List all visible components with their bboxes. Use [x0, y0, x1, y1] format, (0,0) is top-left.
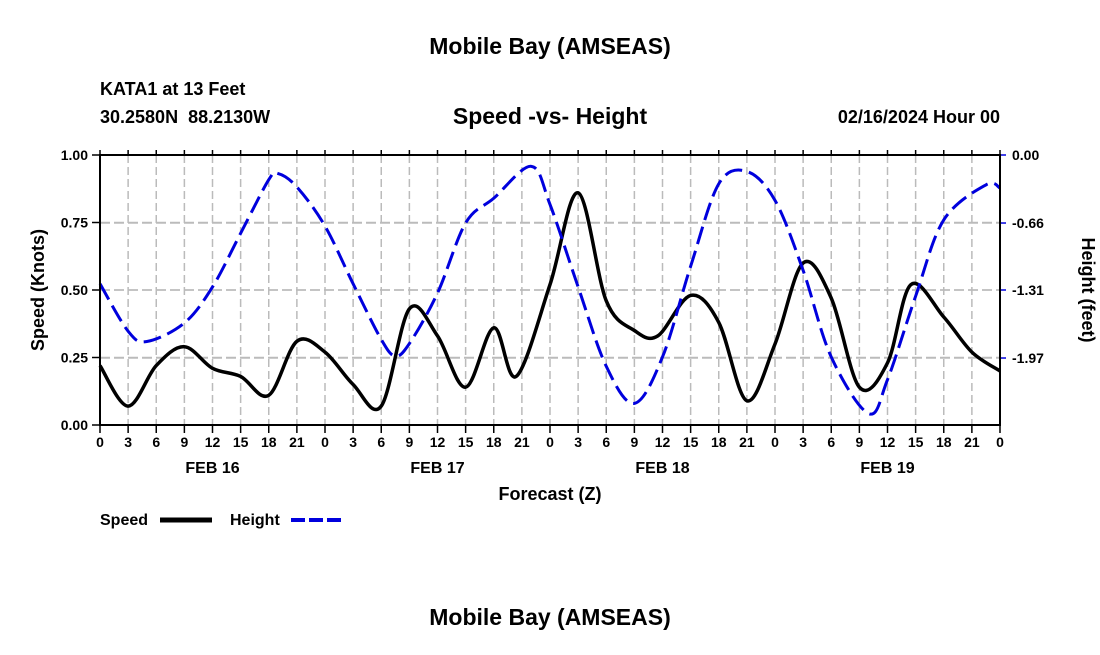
x-tick-label: 21	[964, 434, 980, 450]
x-tick-label: 3	[349, 434, 357, 450]
x-tick-label: 12	[655, 434, 671, 450]
x-tick-label: 9	[405, 434, 413, 450]
x-tick-label: 6	[152, 434, 160, 450]
x-tick-label: 21	[739, 434, 755, 450]
x-tick-label: 18	[486, 434, 502, 450]
x-tick-label: 9	[630, 434, 638, 450]
x-tick-label: 15	[458, 434, 474, 450]
x-tick-label: 3	[799, 434, 807, 450]
legend-speed-label: Speed	[100, 512, 148, 529]
plot-frame	[99, 154, 1001, 426]
chart-subtitle: Speed -vs- Height	[453, 103, 648, 129]
y-tick-label: 1.00	[61, 147, 88, 163]
y2-tick-label: -1.97	[1012, 350, 1044, 366]
y-tick-label: 0.25	[61, 350, 88, 366]
station-label: KATA1 at 13 Feet	[100, 79, 245, 99]
date-label: 02/16/2024 Hour 00	[838, 107, 1000, 127]
legend: Speed Height	[100, 512, 343, 529]
x-tick-label: 3	[574, 434, 582, 450]
x-tick-label: 21	[289, 434, 305, 450]
y-tick-label: 0.00	[61, 417, 88, 433]
y2-axis-label: Height (feet)	[1078, 238, 1098, 343]
x-tick-label: 0	[996, 434, 1004, 450]
series-line-speed	[98, 191, 1001, 412]
x-tick-label: 15	[908, 434, 924, 450]
x-tick-label: 18	[936, 434, 952, 450]
x-tick-label: 0	[96, 434, 104, 450]
x-tick-label: 12	[205, 434, 221, 450]
legend-height-label: Height	[230, 512, 280, 529]
footer-title: Mobile Bay (AMSEAS)	[429, 604, 671, 630]
x-tick-label: 12	[880, 434, 896, 450]
x-tick-label: 0	[546, 434, 554, 450]
x-tick-label: 18	[261, 434, 277, 450]
x-tick-label: 0	[321, 434, 329, 450]
x-tick-label: 21	[514, 434, 530, 450]
x-tick-label: 6	[377, 434, 385, 450]
day-label: FEB 19	[860, 460, 914, 477]
series-line-height	[98, 164, 1001, 416]
x-tick-label: 6	[602, 434, 610, 450]
x-tick-label: 15	[233, 434, 249, 450]
x-tick-label: 15	[683, 434, 699, 450]
x-tick-label: 9	[855, 434, 863, 450]
x-tick-label: 9	[180, 434, 188, 450]
x-tick-label: 12	[430, 434, 446, 450]
coords-label: 30.2580N 88.2130W	[100, 107, 270, 127]
x-tick-label: 18	[711, 434, 727, 450]
y2-tick-label: 0.00	[1012, 147, 1039, 163]
x-tick-label: 6	[827, 434, 835, 450]
x-tick-label: 0	[771, 434, 779, 450]
y-tick-label: 0.75	[61, 215, 88, 231]
day-label: FEB 16	[185, 460, 239, 477]
x-axis-label: Forecast (Z)	[498, 484, 601, 504]
day-label: FEB 18	[635, 460, 689, 477]
x-tick-label: 3	[124, 434, 132, 450]
main-title: Mobile Bay (AMSEAS)	[429, 33, 671, 59]
y-tick-label: 0.50	[61, 282, 88, 298]
y2-tick-label: -0.66	[1012, 215, 1044, 231]
day-label: FEB 17	[410, 460, 464, 477]
y-axis-label: Speed (Knots)	[28, 229, 48, 351]
y2-tick-label: -1.31	[1012, 282, 1044, 298]
